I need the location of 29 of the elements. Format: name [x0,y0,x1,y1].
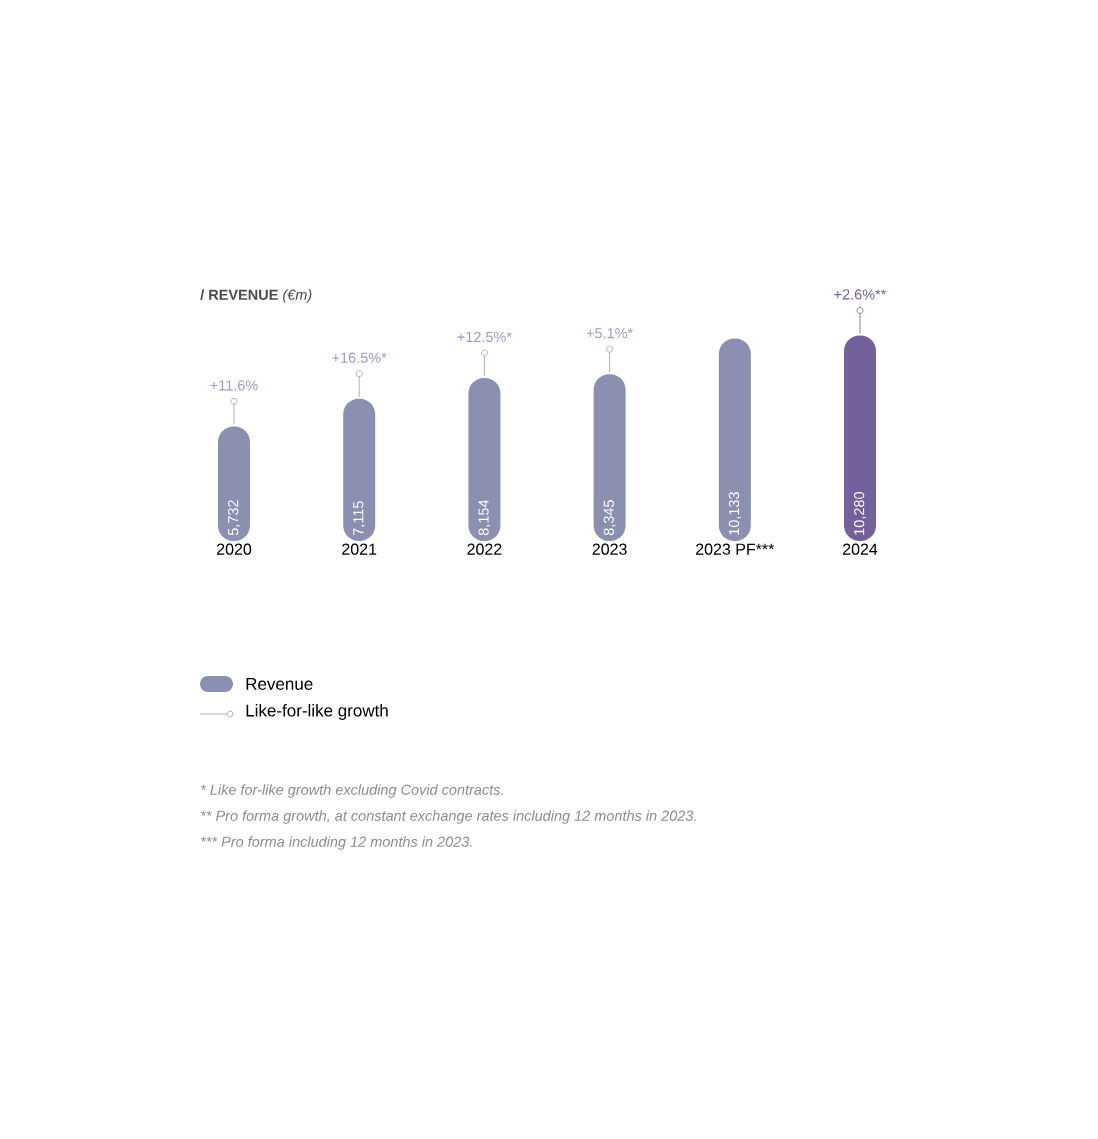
data-label: 8,345 [603,500,616,536]
x-tick-label: 2021 [342,543,377,555]
chart-title: / REVENUE (€m) [200,289,312,303]
x-tick-label: 2023 [592,543,627,555]
annotation: +11.6% [210,380,258,391]
annotation: +5.1%* [586,328,633,339]
annotation: +12.5%* [457,331,512,343]
bar [343,398,376,541]
x-tick-label: 2023 PF*** [696,543,775,555]
x-tick-label: 2024 [843,543,878,555]
text: * Like for-like growth excluding Covid contracts. [201,784,503,798]
bar [593,374,626,541]
text: ** Pro forma growth, at constant exchange rates including 12 months in 2023. [201,810,696,824]
bar [218,426,250,541]
text: *** Pro forma including 12 months in 2023. [201,836,472,850]
data-label: 5,732 [228,500,240,536]
data-label: 7,115 [353,501,366,536]
data-label: 10,133 [728,492,741,535]
bar [844,335,877,541]
bar [468,377,501,541]
x-tick-label: 2022 [467,543,502,555]
x-tick-label: 2020 [217,543,252,555]
bar [718,338,751,541]
annotation: +2.6%** [834,289,887,300]
data-label: 8,154 [478,499,491,536]
annotation: +16.5%* [332,352,387,363]
text: Like-for-like growth [246,704,388,720]
data-label: 10,280 [854,492,867,535]
legend-label: Revenue [246,678,313,690]
